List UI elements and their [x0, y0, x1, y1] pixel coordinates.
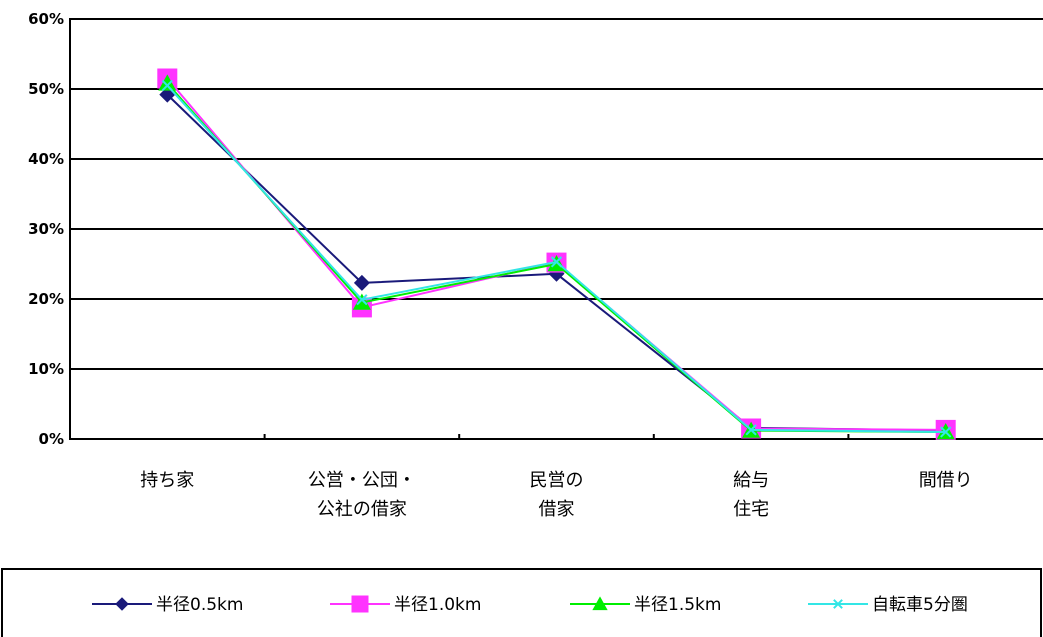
x-tick-label: 給与住宅: [733, 470, 769, 520]
data-point-x: [550, 256, 563, 268]
series-3: [158, 74, 955, 440]
data-point-x: [833, 599, 843, 609]
legend-item: 自転車5分圏: [808, 595, 968, 615]
x-tick-label: 民営の借家: [530, 470, 584, 520]
y-tick-label: 20%: [28, 290, 64, 308]
y-tick-label: 30%: [28, 220, 64, 238]
data-point-triangle: [158, 74, 177, 91]
data-point-square: [351, 595, 369, 613]
legend-item: 半径0.5km: [92, 595, 243, 615]
legend-item: 半径1.0km: [330, 595, 481, 615]
x-stroke: [940, 426, 952, 438]
legend-item: 半径1.5km: [570, 595, 721, 615]
data-point-x: [161, 79, 173, 92]
data-point-triangle: [592, 596, 608, 611]
legend-label: 半径1.0km: [394, 595, 481, 615]
x-stroke: [833, 599, 843, 609]
x-tick-label: 間借り: [919, 470, 973, 491]
y-tick-label: 10%: [28, 360, 64, 378]
x-tick-label: 公営・公団・公社の借家: [308, 470, 416, 520]
data-point-diamond: [353, 274, 370, 291]
series-2: [157, 68, 956, 440]
data-point-x: [940, 426, 952, 438]
gridlines: [70, 18, 1043, 370]
data-point-triangle: [352, 293, 371, 310]
y-tick-label: 50%: [28, 80, 64, 98]
y-tick-label: 60%: [28, 10, 64, 28]
x-tick-label: 持ち家: [140, 470, 194, 491]
x-stroke: [550, 256, 563, 268]
data-point-diamond: [115, 597, 129, 611]
series-4: [161, 79, 952, 438]
x-stroke: [161, 79, 173, 92]
data-point-x: [356, 294, 368, 306]
y-tick-label: 0%: [39, 430, 64, 448]
x-stroke: [356, 294, 368, 306]
legend-label: 半径0.5km: [156, 595, 243, 615]
legend: 半径0.5km 半径1.0km 半径1.5km 自転車5分圏: [1, 568, 1042, 637]
legend-label: 自転車5分圏: [872, 595, 968, 615]
legend-label: 半径1.5km: [634, 595, 721, 615]
data-point-x: [745, 424, 757, 436]
y-tick-label: 40%: [28, 150, 64, 168]
x-stroke: [745, 424, 757, 436]
